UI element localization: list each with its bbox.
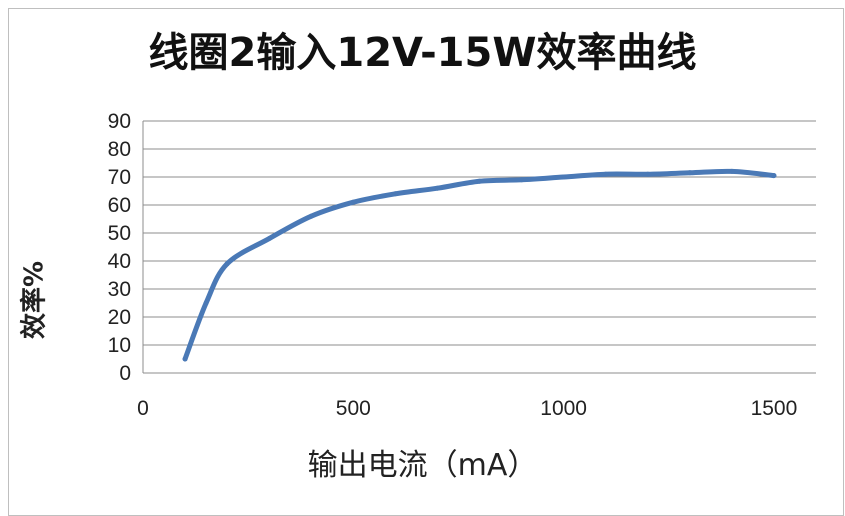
grid-lines xyxy=(142,120,816,374)
data-point xyxy=(687,170,693,176)
y-tick-label: 10 xyxy=(108,334,131,357)
y-axis-label: 效率% xyxy=(19,260,50,340)
x-tick-label: 500 xyxy=(336,397,371,420)
y-tick-label: 80 xyxy=(108,138,131,161)
y-tick-label: 30 xyxy=(108,278,131,301)
y-tick-label: 60 xyxy=(108,194,131,217)
data-point xyxy=(519,177,525,183)
y-tick-label: 40 xyxy=(108,250,131,273)
y-tick-label: 0 xyxy=(119,362,131,385)
data-point xyxy=(645,171,651,177)
data-point xyxy=(182,356,188,362)
x-axis-label: 输出电流（mA） xyxy=(307,448,538,483)
x-tick-label: 0 xyxy=(137,397,149,420)
data-point xyxy=(477,178,482,184)
tick-labels: 0 10 20 30 40 50 60 70 80 90 0 500 1000 1500 xyxy=(108,110,798,420)
chart-frame xyxy=(8,8,844,516)
data-point xyxy=(603,171,609,177)
series-line-0 xyxy=(182,168,777,362)
data-point xyxy=(266,236,272,242)
data-point xyxy=(392,191,398,197)
data-point xyxy=(771,173,777,179)
y-tick-label: 90 xyxy=(108,110,131,133)
x-tick-label: 1000 xyxy=(540,397,587,420)
data-point xyxy=(434,185,440,191)
data-point xyxy=(203,300,209,306)
chart-title: 线圈2输入12V-15W效率曲线 xyxy=(148,30,697,76)
data-point xyxy=(224,261,230,267)
data-point xyxy=(308,213,314,219)
series-layer xyxy=(182,168,777,362)
y-tick-label: 20 xyxy=(108,306,131,329)
data-point xyxy=(350,199,356,205)
data-point xyxy=(729,168,735,174)
y-tick-label: 70 xyxy=(108,166,131,189)
y-tick-label: 50 xyxy=(108,222,131,245)
data-point xyxy=(561,174,567,180)
x-tick-label: 1500 xyxy=(751,397,798,420)
